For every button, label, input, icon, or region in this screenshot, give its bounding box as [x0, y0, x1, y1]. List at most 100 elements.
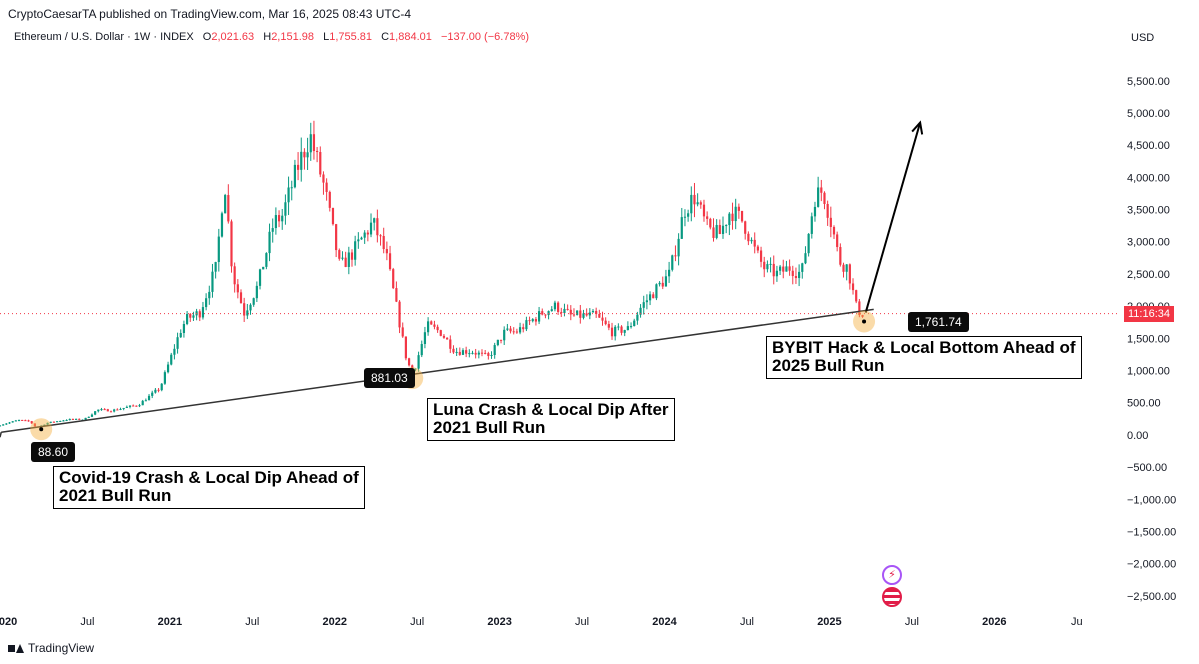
candle-body — [8, 422, 11, 424]
lightning-icon[interactable]: ⚡ — [882, 565, 902, 585]
footer-brand[interactable]: TradingView — [8, 641, 94, 655]
candle-body — [639, 307, 642, 315]
candle-body — [395, 288, 398, 302]
candle-body — [163, 372, 166, 384]
candle-body — [46, 422, 49, 425]
candle-body — [718, 224, 721, 234]
candle-body — [699, 202, 702, 205]
candle-body — [465, 350, 468, 354]
candle-body — [826, 204, 829, 218]
candle-body — [560, 311, 563, 314]
candle-body — [62, 420, 65, 422]
candle-body — [642, 302, 645, 308]
candle-body — [94, 411, 97, 415]
candle-body — [782, 266, 785, 272]
x-tick-label: 2021 — [158, 616, 182, 628]
candle-body — [702, 204, 706, 217]
candle-body — [198, 311, 201, 318]
us-flag-icon[interactable] — [882, 587, 902, 607]
candle-body — [59, 420, 62, 422]
low-value: 1,755.81 — [329, 31, 373, 43]
support-trendline — [1, 308, 874, 433]
candle-body — [0, 425, 2, 427]
candle-body — [715, 224, 718, 238]
candle-body — [214, 262, 217, 272]
candle-body — [68, 418, 71, 421]
candle-body — [363, 232, 366, 238]
price-label-covid: 88.60 — [31, 442, 76, 462]
currency-label[interactable]: USD — [1131, 32, 1155, 44]
candle-body — [179, 332, 182, 338]
candle-body — [423, 332, 427, 344]
candle-body — [109, 411, 113, 413]
open-label: O — [202, 31, 212, 43]
candle-body — [404, 336, 407, 359]
x-tick-label: Ju — [1071, 616, 1083, 628]
candle-body — [693, 194, 696, 205]
candle-body — [737, 206, 740, 211]
candle-body — [756, 246, 759, 251]
candle-body — [778, 266, 782, 271]
change-value: −137.00 (−6.78%) — [440, 31, 530, 43]
candle-body — [230, 221, 233, 267]
candle-body — [316, 150, 319, 153]
candle-body — [426, 321, 430, 333]
candle-body — [579, 310, 582, 318]
projection-arrowhead — [911, 120, 924, 135]
candle-body — [331, 207, 335, 225]
candle-body — [614, 326, 617, 337]
candle-body — [766, 264, 769, 270]
candle-body — [268, 231, 271, 254]
close-value: 1,884.01 — [389, 31, 432, 43]
candle-body — [30, 421, 33, 424]
x-tick-label: 2022 — [322, 616, 346, 628]
candle-body — [832, 226, 836, 235]
candle-body — [90, 414, 94, 417]
candle-body — [344, 257, 347, 267]
candle-body — [794, 276, 798, 279]
candle-body — [690, 194, 693, 214]
candle-body — [607, 324, 610, 328]
candle-body — [617, 326, 620, 328]
candle-body — [135, 405, 138, 407]
candle-body — [845, 264, 848, 272]
support-trendline-ext — [0, 432, 2, 438]
candle-body — [484, 352, 487, 354]
candle-body — [296, 164, 300, 170]
candle-body — [293, 164, 297, 188]
tradingview-logo-icon — [8, 643, 24, 653]
candle-body — [376, 218, 379, 236]
x-tick-label: Jul — [410, 616, 424, 628]
candle-body — [84, 417, 87, 420]
y-tick-label: −1,500.00 — [1127, 527, 1176, 539]
annotation-luna: Luna Crash & Local Dip After 2021 Bull R… — [427, 398, 675, 441]
candle-body — [277, 215, 281, 222]
candle-body — [810, 216, 813, 234]
candle-body — [712, 227, 715, 238]
candle-body — [851, 283, 855, 291]
candle-body — [414, 368, 417, 370]
symbol-name[interactable]: Ethereum / U.S. Dollar · 1W · INDEX — [14, 31, 194, 43]
candle-body — [227, 195, 230, 222]
annotation-bybit-line2: 2025 Bull Run — [772, 356, 885, 375]
candle-body — [52, 421, 56, 423]
candle-body — [224, 195, 227, 214]
candle-body — [252, 298, 255, 305]
candle-body — [255, 285, 258, 299]
candle-body — [541, 311, 544, 315]
candle-body — [506, 328, 509, 330]
candle-body — [75, 418, 78, 420]
candle-body — [239, 292, 243, 304]
candle-body — [335, 224, 338, 251]
candle-body — [598, 314, 601, 318]
candle-body — [122, 407, 125, 409]
annotation-luna-line1: Luna Crash & Local Dip After — [433, 400, 669, 419]
y-tick-label: 1,500.00 — [1127, 333, 1170, 345]
candle-body — [753, 239, 756, 247]
candle-body — [775, 270, 779, 277]
candle-body — [249, 304, 252, 311]
candle-body — [192, 315, 195, 318]
x-tick-label: 2024 — [652, 616, 677, 628]
candle-body — [636, 314, 639, 321]
